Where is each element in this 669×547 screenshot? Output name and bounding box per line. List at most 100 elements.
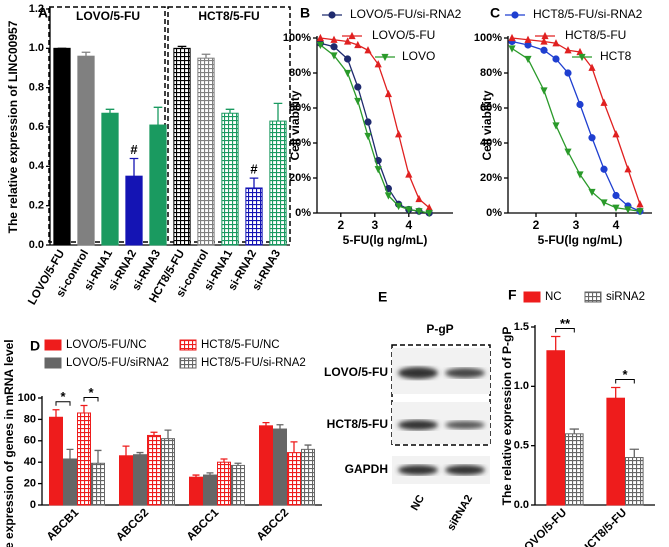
bar [606, 397, 626, 506]
marker [330, 43, 338, 51]
error-bar [150, 431, 158, 436]
marker [552, 39, 560, 47]
bar [625, 457, 644, 506]
marker [364, 118, 372, 126]
marker [354, 40, 362, 49]
legend-label: HCT8/5-FU [565, 28, 626, 42]
significance-bracket [83, 396, 99, 402]
legend-marker [578, 53, 586, 62]
marker [354, 83, 362, 91]
marker [612, 130, 620, 138]
y-tick-label: 0.0 [514, 499, 529, 511]
x-tick-label: 2 [533, 218, 540, 232]
marker [344, 37, 352, 45]
blot-band [398, 465, 438, 475]
panel-letter: C [490, 5, 500, 21]
marker [395, 130, 403, 138]
marker [600, 165, 608, 173]
error-bar [611, 386, 621, 399]
x-tick-label: ABCC2 [255, 507, 292, 544]
x-tick-label: ABCG2 [114, 507, 151, 544]
x-tick-label: HCT8/5-FU [579, 507, 629, 547]
y-tick-label: 1.0 [29, 42, 44, 54]
x-axis-label: 5-FU(lg ng/mL) [343, 233, 428, 247]
bar [63, 458, 77, 506]
column-label: NC [409, 493, 427, 513]
y-tick-label: 100% [474, 32, 502, 44]
series-line [320, 44, 430, 214]
legend-label: LOVO/5-FU/si-RNA2 [350, 7, 462, 21]
marker [344, 55, 352, 63]
error-bar [206, 472, 214, 476]
error-bar [629, 448, 639, 458]
bar [133, 454, 147, 506]
blot-band [445, 465, 485, 475]
legend-label: LOVO/5-FU [372, 28, 435, 42]
series-line [320, 42, 430, 214]
marker [576, 100, 584, 109]
x-tick-label: LOVO/5-FU [517, 507, 569, 547]
bar [49, 416, 63, 506]
bar [119, 455, 133, 506]
panel-letter: F [508, 287, 517, 303]
group-label: HCT8/5-FU [198, 9, 259, 23]
bar [259, 425, 273, 506]
y-tick-label: 1.0 [514, 380, 529, 392]
error-bar [234, 462, 242, 466]
legend-label: LOVO [402, 49, 435, 63]
bar [565, 433, 584, 506]
legend-marker [381, 53, 389, 62]
bar [91, 462, 105, 506]
marker [508, 45, 516, 53]
marker [600, 98, 608, 106]
y-tick-label: 0.8 [29, 82, 44, 94]
legend-label: HCT8/5-FU/NC [201, 339, 280, 351]
legend-marker [348, 31, 356, 40]
y-tick-label: 0% [295, 207, 311, 219]
marker [552, 122, 560, 130]
error-bar [220, 458, 228, 463]
legend-swatch [179, 357, 197, 369]
y-tick-label: 80% [480, 67, 502, 79]
blot-band [398, 367, 438, 379]
x-tick-label: 4 [613, 218, 620, 232]
bar [273, 428, 287, 506]
significance-bracket [615, 379, 635, 384]
y-tick-label: 100% [283, 32, 311, 44]
error-bar [201, 53, 211, 59]
marker [524, 35, 532, 43]
y-tick-label: 60% [480, 102, 502, 114]
marker [564, 148, 572, 156]
group-label: LOVO/5-FU [76, 9, 140, 23]
x-tick-label: LOVO/5-FU [26, 248, 67, 307]
marker [425, 203, 433, 211]
marker [588, 188, 596, 197]
bar [245, 187, 263, 246]
series-line [511, 40, 641, 212]
marker [405, 206, 413, 214]
marker [576, 171, 584, 179]
annotation: * [622, 367, 628, 382]
legend-label: HCT8/5-FU/si-RNA2 [533, 7, 643, 21]
annotation: ** [560, 316, 571, 331]
marker [384, 89, 392, 98]
marker [588, 63, 596, 71]
row-label: GAPDH [345, 462, 388, 476]
y-tick-label: 40% [289, 137, 311, 149]
y-tick-label: 0 [30, 499, 36, 511]
marker [636, 208, 644, 216]
blot-box [391, 344, 491, 446]
annotation: # [130, 142, 138, 157]
y-tick-label: 1.5 [514, 321, 529, 333]
bar [231, 464, 245, 506]
error-bar [153, 106, 163, 126]
marker [316, 41, 324, 50]
legend-swatch [584, 291, 602, 303]
blot-band [398, 420, 438, 430]
y-tick-label: 80 [24, 413, 36, 425]
marker [330, 52, 338, 60]
marker [636, 200, 644, 208]
y-tick-label: 60% [289, 102, 311, 114]
error-bar [273, 102, 283, 122]
bar [125, 175, 143, 246]
